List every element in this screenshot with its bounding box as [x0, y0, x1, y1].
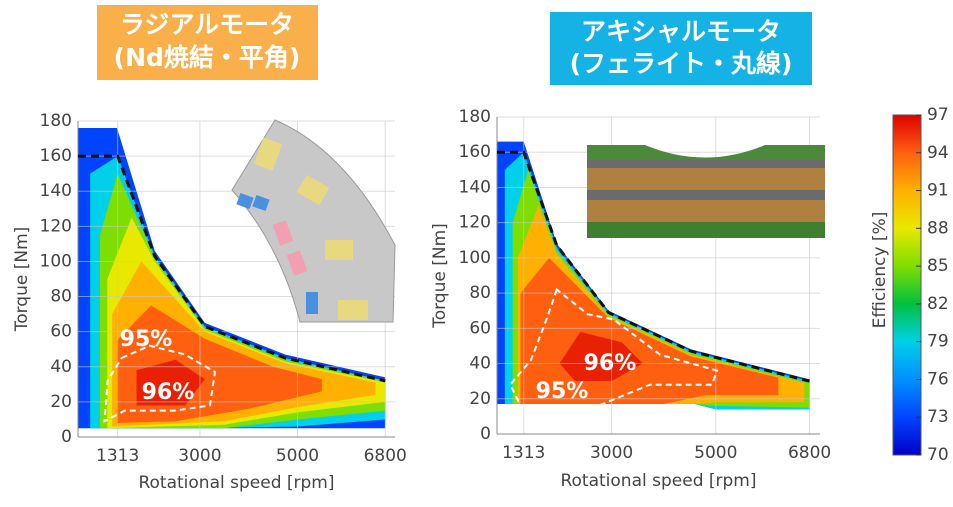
y-tick-label: 40 [50, 357, 72, 377]
colorbar-tick-label: 79 [927, 332, 949, 352]
chart-subtitle: (フェライト・丸線) [570, 49, 793, 78]
title-box [97, 5, 318, 80]
colorbar-tick-label: 88 [927, 218, 949, 238]
x-tick-label: 1313 [96, 446, 139, 466]
y-tick-label: 160 [459, 142, 491, 162]
chart-subtitle: (Nd焼結・平角) [114, 43, 301, 72]
colorbar-tick-label: 91 [927, 181, 949, 201]
y-tick-label: 80 [469, 283, 491, 303]
colorbar-tick-label: 70 [927, 445, 949, 465]
efficiency-region [136, 359, 205, 406]
annotation: 96% [142, 380, 195, 405]
x-axis-label: Rotational speed [rpm] [138, 473, 334, 493]
x-tick-label: 3000 [590, 443, 633, 463]
x-tick-label: 1313 [502, 443, 545, 463]
y-tick-label: 100 [40, 251, 72, 271]
y-tick-label: 180 [459, 107, 491, 127]
colorbar-tick-label: 94 [927, 143, 949, 163]
y-tick-label: 20 [469, 389, 491, 409]
plots: 0 20 40 60 80 100 120 140 160 180 1313 3000 5000 6800… [12, 105, 949, 493]
colorbar-tick-label: 82 [927, 294, 949, 314]
x-tick-label: 3000 [178, 446, 221, 466]
envelope-line [78, 154, 386, 383]
chart-title: ラジアルモータ [120, 10, 294, 39]
colorbar-tick-label: 76 [927, 369, 949, 389]
colorbar-tick-label: 97 [927, 105, 949, 125]
y-tick-label: 20 [50, 392, 72, 412]
annotation: 95% [120, 327, 173, 352]
y-tick-label: 120 [40, 216, 72, 236]
efficiency-contour [509, 287, 719, 407]
chart-title: アキシャルモータ [581, 17, 781, 46]
x-tick-label: 5000 [694, 443, 737, 463]
y-tick-label: 140 [459, 177, 491, 197]
x-tick-label: 6800 [788, 443, 831, 463]
y-tick-label: 100 [459, 248, 491, 268]
x-axis-label: Rotational speed [rpm] [560, 471, 756, 491]
y-axis-label: Torque [Nm] [430, 223, 450, 329]
y-tick-label: 0 [61, 427, 72, 447]
y-tick-label: 60 [469, 318, 491, 338]
annotation: 96% [584, 351, 637, 376]
axial-motor-inset [587, 145, 825, 238]
y-tick-label: 120 [459, 213, 491, 233]
annotation: 95% [536, 379, 589, 404]
title-box [550, 12, 812, 85]
y-tick-label: 140 [40, 181, 72, 201]
y-axis-label: Torque [Nm] [12, 227, 32, 333]
radial-motor-inset [231, 119, 396, 323]
y-tick-label: 0 [480, 424, 491, 444]
efficiency-contour [103, 344, 217, 423]
y-tick-label: 40 [469, 354, 491, 374]
x-tick-label: 6800 [364, 446, 407, 466]
colorbar-label: Efficiency [%] [870, 212, 890, 329]
efficiency-region [559, 331, 643, 382]
y-tick-label: 60 [50, 322, 72, 342]
colorbar-tick-label: 73 [927, 407, 949, 427]
x-tick-label: 5000 [276, 446, 319, 466]
y-tick-label: 80 [50, 287, 72, 307]
y-tick-label: 180 [40, 111, 72, 131]
colorbar [892, 114, 922, 456]
colorbar-tick-label: 85 [927, 256, 949, 276]
y-tick-label: 160 [40, 146, 72, 166]
